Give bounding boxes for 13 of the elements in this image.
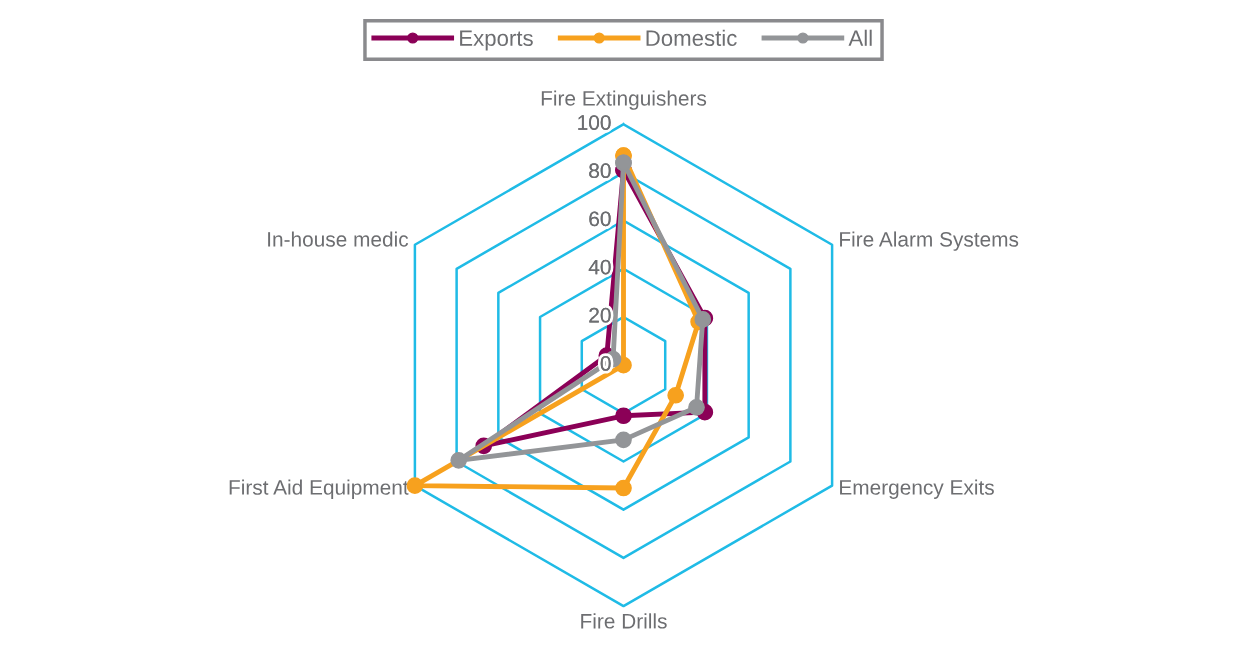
legend-label: All <box>848 29 872 46</box>
legend-label: Domestic <box>646 29 737 47</box>
spoke-label: Fire Extinguishers <box>541 90 707 110</box>
spoke-label: Emergency Exits <box>840 479 994 499</box>
spoke-label: In-house medic <box>268 231 409 247</box>
y-tick-label: 100 <box>578 115 611 130</box>
legend-label: Exports <box>460 30 533 51</box>
y-tick-label: 80 <box>589 163 611 179</box>
spoke-label: Fire Alarm Systems <box>840 231 1019 251</box>
spoke-label: Fire Drills <box>581 613 667 629</box>
y-tick-label: 40 <box>588 259 611 275</box>
spoke-label: First Aid Equipment <box>229 479 409 499</box>
y-tick-label: 60 <box>589 211 611 227</box>
